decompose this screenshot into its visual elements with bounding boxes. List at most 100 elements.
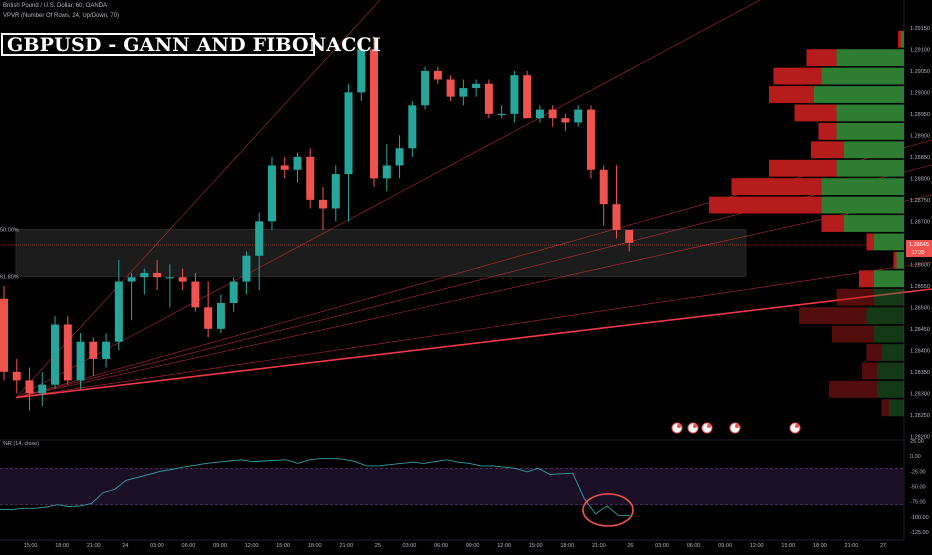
candle-body	[140, 272, 149, 278]
price-tick-label: 1.28550	[910, 284, 930, 290]
candle-body	[102, 341, 111, 359]
candle-body	[38, 384, 47, 394]
volume-profile-down-bar	[821, 215, 844, 232]
economic-event-icon	[789, 422, 801, 434]
candle-body	[63, 324, 72, 381]
fib-zone	[15, 229, 747, 277]
time-tick-label: 21:00	[339, 543, 353, 549]
volume-profile-down-bar	[866, 233, 874, 251]
williams-r-tick-label: 0.00	[910, 454, 921, 460]
candle-body	[267, 165, 276, 222]
time-tick-label: 15:00	[529, 543, 543, 549]
volume-profile-up-bar	[844, 215, 904, 232]
volume-profile-down-bar	[829, 380, 877, 398]
volume-profile-down-bar	[773, 67, 822, 85]
candle-body	[12, 371, 21, 381]
candle-body	[408, 105, 417, 149]
time-tick-label: 12:00	[497, 543, 511, 549]
candle-body	[357, 49, 366, 93]
candle-body	[242, 255, 251, 282]
volume-profile-up-bar	[866, 307, 904, 325]
volume-profile-up-bar	[896, 251, 904, 269]
price-tick-label: 1.28600	[910, 262, 930, 268]
volume-profile-up-bar	[874, 233, 904, 251]
economic-event-icon-dot	[707, 424, 711, 428]
current-price-tag	[906, 239, 932, 257]
volume-profile-down-bar	[794, 104, 837, 122]
time-tick-label: 15:00	[781, 543, 795, 549]
economic-event-icon-dot	[735, 424, 739, 428]
time-tick-label: 21:00	[87, 543, 101, 549]
volume-profile-up-bar	[836, 49, 904, 67]
candle-body	[548, 109, 557, 119]
williams-r-tick-label: -100.00	[910, 515, 929, 521]
candle-body	[255, 221, 264, 256]
symbol-legend: British Pound / U.S. Dollar, 60, OANDA	[3, 3, 108, 9]
candle-body	[574, 109, 583, 123]
price-tick-label: 1.28450	[910, 327, 930, 333]
price-tick-label: 1.28350	[910, 370, 930, 376]
volume-profile-down-bar	[832, 325, 874, 343]
gann-fan-line	[15, 0, 381, 398]
volume-profile-down-bar	[769, 86, 814, 103]
candle-body	[331, 174, 340, 209]
volume-profile-up-bar	[814, 86, 904, 103]
williams-r-band	[0, 468, 904, 505]
vpvr-legend: VPVR (Number Of Rows, 24, Up/Down, 70)	[3, 13, 120, 19]
candle-body	[293, 156, 302, 170]
volume-profile-up-bar	[844, 141, 904, 159]
volume-profile-up-bar	[836, 104, 904, 122]
price-tick-label: 1.28950	[910, 112, 930, 118]
candle-body	[382, 165, 391, 179]
candle-body	[127, 277, 136, 282]
price-tick-label: 1.28800	[910, 176, 930, 182]
time-tick-label: 09:00	[466, 543, 480, 549]
candle-body	[76, 341, 85, 381]
candle-body	[204, 307, 213, 329]
price-tick-label: 1.29150	[910, 26, 930, 32]
volume-profile-up-bar	[874, 270, 904, 288]
time-tick-label: 25	[375, 543, 381, 549]
current-price-label: 1.28645	[909, 242, 929, 248]
economic-event-icon	[729, 422, 741, 434]
candle-body	[395, 148, 404, 166]
oversold-highlight-ellipse	[582, 493, 634, 527]
time-tick-label: 15:00	[276, 543, 290, 549]
price-tick-label: 1.28500	[910, 305, 930, 311]
candle-body	[191, 281, 200, 308]
volume-profile-down-bar	[836, 288, 874, 306]
price-tick-label: 1.28400	[910, 348, 930, 354]
volume-profile-up-bar	[901, 30, 904, 48]
price-tick-label: 1.29050	[910, 69, 930, 75]
time-tick-label: 27	[880, 543, 886, 549]
economic-event-icon-dot	[693, 424, 697, 428]
volume-profile-down-bar	[769, 159, 837, 177]
time-tick-label: 18:00	[308, 543, 322, 549]
volume-profile-up-bar	[877, 362, 904, 380]
volume-profile-down-bar	[862, 362, 877, 380]
chart-title: GBPUSD - GANN AND FIBONACCI	[7, 33, 381, 56]
volume-profile-down-bar	[866, 344, 882, 361]
time-tick-label: 18:00	[813, 543, 827, 549]
candle-body	[89, 341, 98, 359]
price-tick-label: 1.28850	[910, 155, 930, 161]
economic-event-icon-dot	[795, 424, 799, 428]
candle-body	[484, 83, 493, 114]
price-tick-label: 1.28250	[910, 413, 930, 419]
volume-profile-up-bar	[836, 122, 904, 140]
price-tick-label: 1.29000	[910, 90, 930, 96]
volume-profile-down-bar	[806, 49, 837, 67]
candle-body	[421, 70, 430, 106]
time-tick-label: 06:00	[182, 543, 196, 549]
candle-body	[599, 169, 608, 205]
volume-profile-up-bar	[836, 159, 904, 177]
gann-1x1-line	[15, 288, 932, 399]
candle-body	[370, 49, 379, 179]
volume-profile-down-bar	[859, 270, 874, 288]
williams-r-line	[0, 458, 630, 517]
williams-r-tick-label: -125.00	[910, 530, 929, 536]
candle-body	[523, 75, 532, 119]
price-tick-label: 1.28200	[910, 434, 930, 440]
